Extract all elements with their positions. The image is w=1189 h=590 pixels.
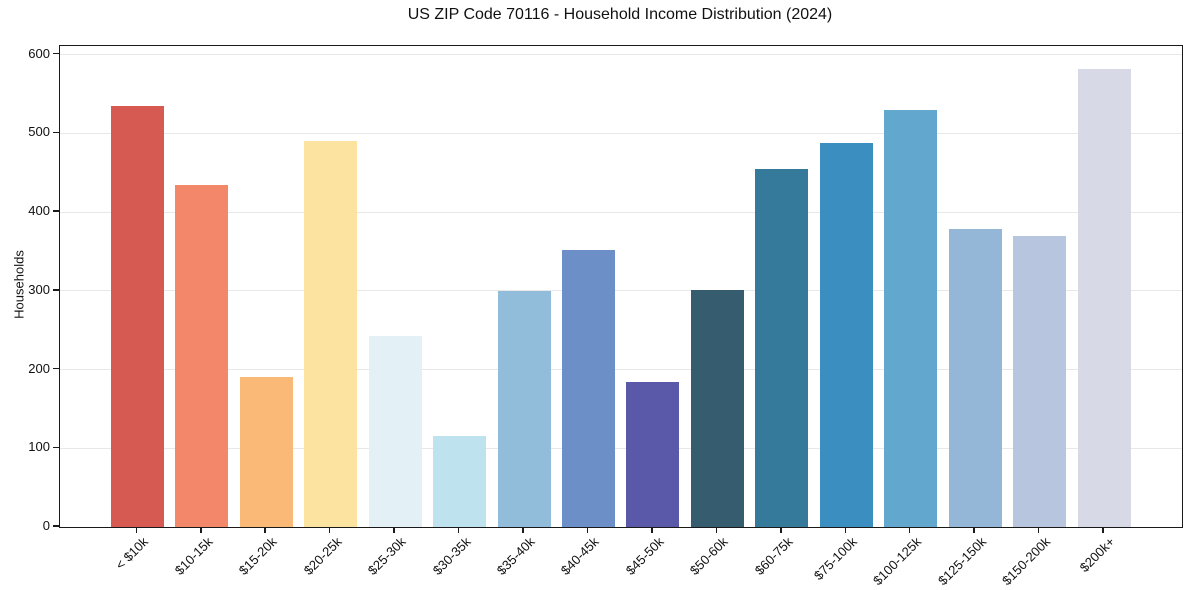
x-tick-label-14: $125-150k bbox=[934, 534, 989, 589]
bar-5 bbox=[368, 335, 422, 527]
x-tick-label-6: $30-35k bbox=[429, 534, 474, 578]
y-tick-mark-600 bbox=[53, 52, 59, 55]
x-tick-mark-13 bbox=[908, 527, 911, 533]
bar-6 bbox=[433, 436, 487, 527]
x-tick-label-8: $40-45k bbox=[558, 534, 603, 578]
gridline-300 bbox=[60, 290, 1182, 292]
bar-2 bbox=[175, 185, 229, 527]
gridline-500 bbox=[60, 132, 1182, 134]
x-tick-label-13: $100-125k bbox=[870, 534, 925, 589]
bar-7 bbox=[497, 290, 551, 527]
y-tick-mark-0 bbox=[53, 525, 59, 527]
bar-9 bbox=[626, 382, 680, 527]
x-tick-mark-4 bbox=[328, 527, 331, 533]
x-tick-label-12: $75-100k bbox=[810, 534, 860, 583]
y-tick-label-600: 600 bbox=[28, 45, 50, 61]
bar-10 bbox=[690, 290, 744, 527]
bar-1 bbox=[110, 105, 164, 527]
x-tick-label-10: $50-60k bbox=[687, 534, 731, 578]
bar-12 bbox=[819, 142, 873, 527]
bar-3 bbox=[239, 377, 293, 527]
x-tick-mark-7 bbox=[522, 527, 524, 533]
bar-4 bbox=[304, 141, 358, 527]
bar-13 bbox=[884, 109, 938, 527]
x-tick-label-7: $35-40k bbox=[493, 534, 538, 578]
x-tick-label-4: $20-25k bbox=[300, 534, 345, 578]
x-tick-label-3: $15-20k bbox=[235, 534, 280, 578]
x-tick-mark-9 bbox=[651, 527, 653, 533]
y-tick-label-500: 500 bbox=[28, 124, 50, 140]
x-tick-mark-8 bbox=[586, 527, 589, 533]
x-tick-mark-15 bbox=[1037, 527, 1040, 533]
gridline-200 bbox=[60, 369, 1182, 371]
y-tick-mark-500 bbox=[53, 131, 59, 134]
x-tick-label-1: < $10k bbox=[112, 534, 151, 573]
x-tick-mark-11 bbox=[780, 527, 782, 533]
y-tick-mark-100 bbox=[53, 446, 59, 449]
x-tick-mark-12 bbox=[844, 527, 846, 533]
y-tick-label-300: 300 bbox=[28, 281, 50, 297]
x-tick-mark-14 bbox=[973, 527, 975, 533]
gridline-600 bbox=[60, 54, 1182, 56]
x-tick-label-11: $60-75k bbox=[751, 534, 796, 578]
y-tick-label-0: 0 bbox=[42, 518, 50, 533]
x-tick-mark-5 bbox=[393, 527, 395, 533]
x-tick-label-16: $200k+ bbox=[1076, 534, 1118, 576]
bar-11 bbox=[755, 168, 809, 527]
plot-area bbox=[59, 45, 1183, 528]
bar-16 bbox=[1077, 68, 1131, 527]
x-tick-mark-1 bbox=[135, 527, 138, 533]
x-tick-label-9: $45-50k bbox=[622, 534, 667, 578]
x-tick-mark-10 bbox=[715, 527, 718, 533]
y-tick-mark-400 bbox=[53, 210, 59, 212]
gridline-400 bbox=[60, 211, 1182, 213]
gridline-100 bbox=[60, 447, 1182, 449]
x-tick-mark-3 bbox=[264, 527, 266, 533]
x-tick-label-5: $25-30k bbox=[364, 534, 409, 578]
x-tick-mark-2 bbox=[200, 527, 202, 533]
bar-15 bbox=[1013, 235, 1067, 527]
y-tick-label-200: 200 bbox=[28, 360, 50, 376]
y-tick-mark-300 bbox=[53, 289, 59, 291]
x-tick-label-2: $10-15k bbox=[171, 534, 216, 578]
bar-8 bbox=[561, 249, 615, 527]
chart-title: US ZIP Code 70116 - Household Income Dis… bbox=[407, 6, 833, 23]
x-tick-label-15: $150-200k bbox=[999, 534, 1054, 589]
y-tick-mark-200 bbox=[53, 367, 59, 370]
bar-14 bbox=[948, 229, 1002, 527]
y-tick-label-400: 400 bbox=[28, 203, 50, 219]
x-tick-mark-6 bbox=[457, 527, 460, 533]
y-tick-label-100: 100 bbox=[28, 439, 50, 455]
x-tick-mark-16 bbox=[1102, 527, 1104, 533]
